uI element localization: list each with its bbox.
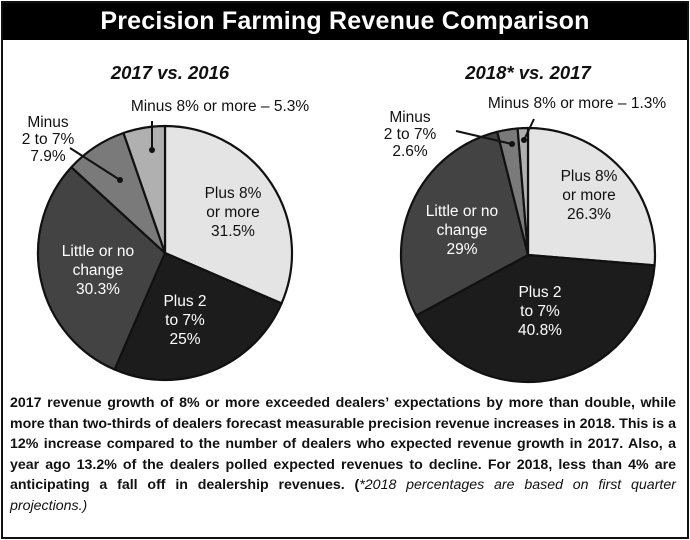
pie-slice-plus8 bbox=[163, 124, 294, 305]
caption-note: *2018 percentages are based on first qua… bbox=[10, 477, 676, 514]
slice-label-minus2to7: Minus 2 to 7% 7.9% bbox=[22, 114, 75, 165]
pie-title: 2018* vs. 2017 bbox=[464, 62, 592, 83]
pie-slice-plus2to7 bbox=[415, 253, 656, 384]
leader-dot-minus8 bbox=[521, 137, 527, 143]
pie-slice-plus2to7 bbox=[113, 251, 283, 382]
slice-label-minus8: Minus 8% or more – 1.3% bbox=[488, 95, 667, 112]
pie-slice-minus8 bbox=[516, 126, 530, 257]
pie-charts: 2017 vs. 2016 Plus 8% or more 31.5% Plus 2 to… bbox=[22, 62, 667, 384]
leader-line-minus8 bbox=[523, 118, 535, 141]
slice-label-minus8: Minus 8% or more – 5.3% bbox=[131, 98, 310, 115]
pie-chart-1: 2017 vs. 2016 Plus 8% or more 31.5% Plus 2 to… bbox=[22, 62, 310, 382]
leader-line-minus2to7 bbox=[455, 130, 513, 145]
pie-title: 2017 vs. 2016 bbox=[110, 62, 230, 83]
caption: 2017 revenue growth of 8% or more exceed… bbox=[10, 393, 676, 516]
leader-dot-minus2to7 bbox=[509, 141, 515, 147]
leader-line-minus2to7 bbox=[69, 147, 121, 181]
slice-label-minus2to7: Minus 2 to 7% 2.6% bbox=[384, 109, 437, 160]
pie-slice-little bbox=[36, 166, 167, 371]
slice-label-plus8: Plus 8% or more 31.5% bbox=[205, 185, 262, 240]
caption-main: 2017 revenue growth of 8% or more exceed… bbox=[10, 395, 676, 493]
slice-label-plus2to7: Plus 2 to 7% 25% bbox=[163, 293, 206, 348]
chart-title: Precision Farming Revenue Comparison bbox=[3, 3, 687, 40]
slice-label-little: Little or no change 30.3% bbox=[62, 243, 134, 298]
pie-slice-plus8 bbox=[526, 126, 657, 267]
slice-label-plus2to7: Plus 2 to 7% 40.8% bbox=[518, 284, 562, 339]
leader-dot-minus2to7 bbox=[117, 177, 123, 183]
leader-dot-minus8 bbox=[149, 147, 155, 153]
pie-slice-little bbox=[399, 130, 530, 317]
slice-label-little: Little or no change 29% bbox=[426, 203, 498, 258]
pie-slice-minus8 bbox=[122, 124, 167, 255]
slice-label-plus8: Plus 8% or more 26.3% bbox=[561, 168, 618, 223]
